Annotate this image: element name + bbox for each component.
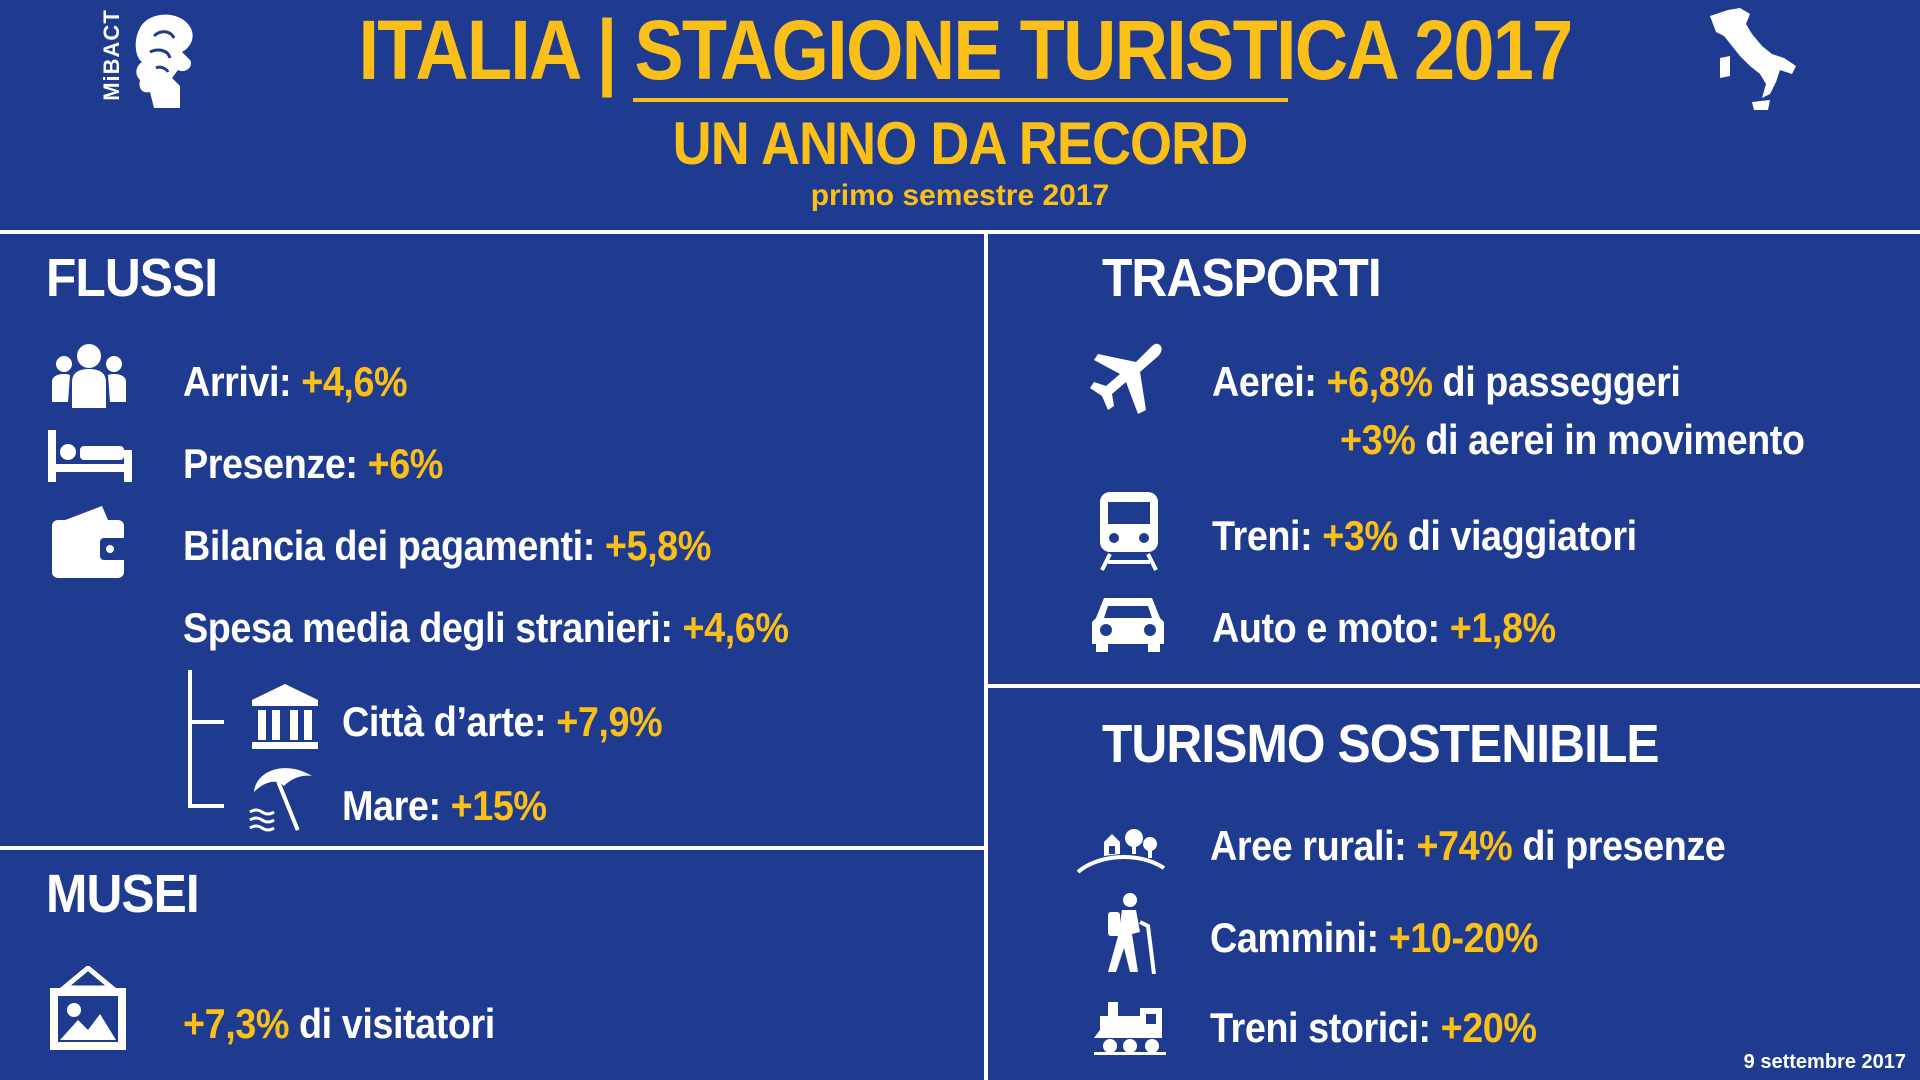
- aerei-value: +6,8%: [1326, 358, 1433, 405]
- storici-label: Treni storici:: [1210, 1004, 1431, 1051]
- rural-landscape-icon: [1076, 820, 1166, 876]
- treni-suffix: di viaggiatori: [1407, 512, 1637, 559]
- treni-value: +3%: [1322, 512, 1398, 559]
- aerei-row: Aerei: +6,8% di passeggeri: [1212, 356, 1681, 408]
- storici-row: Treni storici: +20%: [1210, 1002, 1537, 1054]
- presenze-label: Presenze:: [183, 440, 358, 487]
- rurali-value: +74%: [1416, 822, 1513, 869]
- musei-heading: MUSEI: [46, 864, 200, 924]
- aerei-label: Aerei:: [1212, 358, 1317, 405]
- people-icon: [48, 342, 130, 408]
- mare-value: +15%: [450, 782, 547, 829]
- mare-label: Mare:: [342, 782, 441, 829]
- musei-row: +7,3% di visitatori: [183, 998, 495, 1050]
- treni-row: Treni: +3% di viaggiatori: [1212, 510, 1637, 562]
- bilancia-row: Bilancia dei pagamenti: +5,8%: [183, 520, 711, 572]
- rurali-suffix: di presenze: [1522, 822, 1726, 869]
- arrivi-label: Arrivi:: [183, 358, 292, 405]
- rurali-row: Aree rurali: +74% di presenze: [1210, 820, 1726, 872]
- left-section-divider: [0, 846, 986, 850]
- mibact-logo-text: MiBACT: [99, 9, 124, 101]
- steam-train-icon: [1092, 1000, 1166, 1056]
- tree-bracket: [186, 670, 226, 810]
- footer-date: 9 settembre 2017: [1743, 1051, 1906, 1073]
- page-subtitle: UN ANNO DA RECORD: [672, 110, 1249, 177]
- arrivi-value: +4,6%: [301, 358, 408, 405]
- treni-label: Treni:: [1212, 512, 1313, 559]
- citta-label: Città d’arte:: [342, 698, 547, 745]
- spesa-row: Spesa media degli stranieri: +4,6%: [183, 602, 789, 654]
- beach-umbrella-icon: [246, 762, 322, 836]
- title-underline: [633, 98, 1288, 102]
- presenze-value: +6%: [367, 440, 444, 487]
- bed-icon: [46, 428, 134, 484]
- arrivi-row: Arrivi: +4,6%: [183, 356, 408, 408]
- spesa-value: +4,6%: [682, 604, 789, 651]
- aerei-value-2: +3%: [1340, 416, 1416, 463]
- aerei-suffix-2: di aerei in movimento: [1425, 416, 1805, 463]
- presenze-row: Presenze: +6%: [183, 438, 443, 490]
- trasporti-heading: TRASPORTI: [1102, 248, 1382, 308]
- citta-row: Città d’arte: +7,9%: [342, 696, 663, 748]
- bilancia-label: Bilancia dei pagamenti:: [183, 522, 595, 569]
- musei-value: +7,3%: [183, 1000, 289, 1047]
- aerei-row-2: +3% di aerei in movimento: [1340, 414, 1805, 466]
- page-title: ITALIA | STAGIONE TURISTICA 2017: [358, 3, 1574, 97]
- museum-icon: [250, 682, 320, 750]
- rurali-label: Aree rurali:: [1210, 822, 1407, 869]
- sostenibile-heading: TURISMO SOSTENIBILE: [1102, 714, 1660, 774]
- train-icon: [1098, 490, 1160, 572]
- aerei-suffix: di passeggeri: [1442, 358, 1681, 405]
- italy-map-icon: [1706, 4, 1806, 114]
- spesa-label: Spesa media degli stranieri:: [183, 604, 673, 651]
- header-divider: [0, 230, 1920, 234]
- cammini-label: Cammini:: [1210, 914, 1379, 961]
- mibact-logo-icon: [98, 8, 218, 112]
- storici-value: +20%: [1440, 1004, 1537, 1051]
- center-divider: [984, 232, 988, 1080]
- auto-row: Auto e moto: +1,8%: [1212, 602, 1556, 654]
- bilancia-value: +5,8%: [604, 522, 711, 569]
- right-section-divider: [986, 684, 1920, 688]
- wallet-icon: [50, 504, 130, 580]
- picture-icon: [46, 966, 130, 1052]
- period-label: primo semestre 2017: [810, 179, 1110, 212]
- car-icon: [1090, 592, 1166, 654]
- airplane-icon: [1088, 340, 1166, 416]
- mare-row: Mare: +15%: [342, 780, 547, 832]
- auto-label: Auto e moto:: [1212, 604, 1440, 651]
- hiker-icon: [1098, 892, 1160, 974]
- citta-value: +7,9%: [556, 698, 663, 745]
- cammini-row: Cammini: +10-20%: [1210, 912, 1538, 964]
- musei-label: di visitatori: [299, 1000, 495, 1047]
- flussi-heading: FLUSSI: [46, 248, 218, 308]
- auto-value: +1,8%: [1449, 604, 1556, 651]
- cammini-value: +10-20%: [1388, 914, 1539, 961]
